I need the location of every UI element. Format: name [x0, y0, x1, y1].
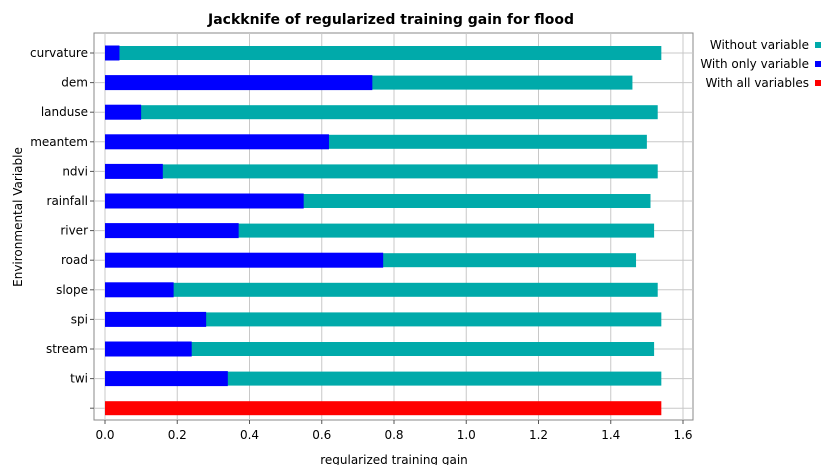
bar-only-curvature	[105, 45, 120, 61]
category-label-twi: twi	[70, 372, 88, 386]
bar-without-slope	[105, 282, 658, 297]
category-label-curvature: curvature	[30, 46, 88, 60]
plot-area: curvature dem landuse meantem ndvi rainfall ri…	[30, 32, 694, 442]
category-label-dem: dem	[61, 76, 88, 90]
category-label-rainfall: rainfall	[47, 194, 88, 208]
legend-label-1: Without variable	[710, 38, 809, 52]
legend-swatch-3	[815, 80, 821, 86]
x-tick-label: 0.4	[240, 428, 259, 442]
bar-without-river	[105, 223, 655, 238]
y-axis-label: Environmental Variable	[11, 147, 25, 287]
bar-only-landuse	[105, 104, 142, 120]
bar-only-ndvi	[105, 163, 163, 179]
bar-only-river	[105, 223, 239, 239]
bar-only-dem	[105, 75, 373, 91]
category-label-slope: slope	[56, 283, 88, 297]
bar-without-landuse	[105, 105, 658, 120]
category-label-ndvi: ndvi	[62, 164, 88, 178]
bar-without-curvature	[105, 46, 662, 60]
bar-only-spi	[105, 311, 207, 327]
bar-without-spi	[105, 312, 662, 327]
chart-title: Jackknife of regularized training gain f…	[207, 12, 574, 28]
legend-label-2: With only variable	[700, 57, 809, 71]
bar-without-twi	[105, 371, 662, 386]
bar-only-meantem	[105, 134, 329, 150]
bar-without-ndvi	[105, 164, 658, 179]
legend: Without variable With only variable With a…	[700, 38, 821, 90]
x-tick-label: 0.2	[168, 428, 187, 442]
x-tick-label: 0.6	[312, 428, 331, 442]
bar-only-slope	[105, 282, 174, 298]
bar-only-stream	[105, 341, 192, 357]
category-label-river: river	[60, 224, 88, 238]
category-label-road: road	[61, 253, 88, 267]
x-tick-label: 1.2	[529, 428, 548, 442]
x-tick-label: 1.4	[601, 428, 620, 442]
bar-without-stream	[105, 342, 655, 356]
category-label-meantem: meantem	[30, 135, 88, 149]
x-tick-label: 1.6	[673, 428, 692, 442]
category-label-landuse: landuse	[41, 105, 88, 119]
x-axis-label: regularized training gain	[320, 453, 468, 465]
legend-label-3: With all variables	[705, 76, 809, 90]
bar-only-road	[105, 252, 384, 268]
bar-only-rainfall	[105, 193, 304, 209]
x-tick-label: 0.0	[95, 428, 114, 442]
category-label-spi: spi	[71, 312, 88, 326]
legend-swatch-2	[815, 61, 821, 67]
x-tick-label: 0.8	[384, 428, 403, 442]
legend-swatch-1	[815, 42, 821, 48]
x-tick-label: 1.0	[457, 428, 476, 442]
category-label-stream: stream	[46, 342, 88, 356]
bar-only-twi	[105, 371, 228, 387]
bar-all-variables	[105, 401, 662, 416]
